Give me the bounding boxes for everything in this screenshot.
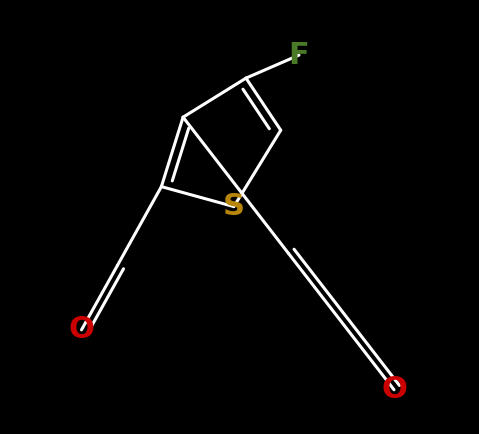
Text: O: O bbox=[381, 375, 407, 404]
Text: F: F bbox=[288, 41, 309, 69]
Text: O: O bbox=[68, 316, 94, 344]
Text: S: S bbox=[223, 192, 245, 221]
